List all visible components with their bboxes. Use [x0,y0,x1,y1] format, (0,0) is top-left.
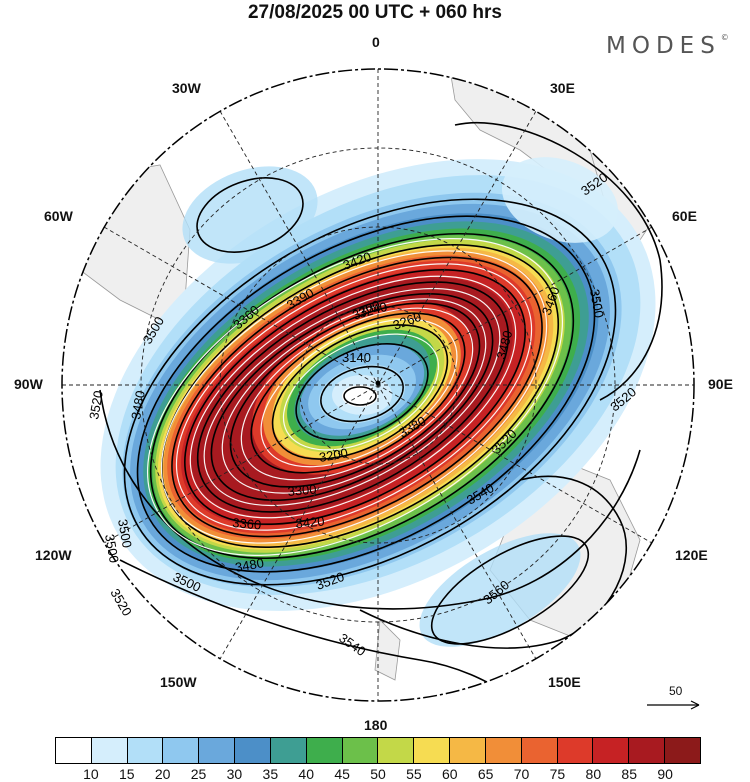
colorbar-tick-label: 60 [441,766,458,782]
colorbar-labels: 10 15 20 25 30 35 40 45 50 55 60 65 70 75 80 85 90 [55,766,701,782]
reference-vector-label: 50 [669,684,683,698]
colorbar-swatch [450,738,486,763]
contour-label-group: 3520 3520 3500 3460 3480 3520 3540 3560 … [86,170,639,659]
contour-label: 3480 [128,389,148,420]
lon-label-120e: 120E [675,547,708,563]
colorbar-tick-label: 45 [334,766,350,782]
modes-logo: MODES© [606,33,729,59]
map-title: 27/08/2025 00 UTC + 060 hrs [247,2,503,23]
colorbar-tick-label: 15 [118,766,135,782]
lon-label-60w: 60W [44,208,73,224]
colorbar-swatch [270,738,307,763]
colorbar-tick-label: 30 [226,766,243,782]
colorbar-swatch [629,738,666,763]
lon-label-180: 180 [364,717,388,733]
contour-label: 3480 [493,329,515,361]
colorbar-swatch [91,738,128,763]
colorbar-swatch [306,738,343,763]
colorbar-swatch [342,738,379,763]
lon-label-0: 0 [372,34,380,50]
contour-label: 3500 [102,533,122,564]
copyright-mark: © [720,33,729,42]
contour-label: 3300 [287,482,317,499]
lon-label-30w: 30W [172,80,201,96]
lon-label-150w: 150W [160,674,197,690]
lon-label-60e: 60E [672,208,697,224]
colorbar-swatch [235,738,271,763]
colorbar-tick-label: 50 [370,766,386,782]
colorbar-tick-label: 25 [190,766,207,782]
colorbar-swatch [665,738,700,763]
lon-label-90w: 90W [14,376,43,392]
reference-arrow-icon [647,700,700,710]
colorbar-tick-label: 90 [657,766,673,782]
wind-streamlines [146,237,564,557]
colorbar-swatch [414,738,451,763]
pole-dot [375,380,381,386]
colorbar-swatch [378,738,415,763]
colorbar-swatch [521,738,558,763]
lon-label-30e: 30E [550,80,575,96]
lon-label-120w: 120W [35,547,72,563]
colorbar-swatch [127,738,164,763]
colorbar-tick-label: 75 [549,766,566,782]
colorbar-swatch [557,738,594,763]
wind-speed-shading [100,157,656,647]
contour-label: 3200 [318,445,349,465]
contour-label: 3500 [587,288,607,319]
contour-label: 3500 [115,518,135,549]
colorbar-tick-label: 20 [154,766,171,782]
colorbar-tick-label: 85 [621,766,638,782]
colorbar-swatch [593,738,630,763]
colorbar-tick-label: 65 [477,766,494,782]
lon-label-90e: 90E [708,376,733,392]
map-border [61,68,695,702]
colorbar-swatch [199,738,236,763]
colorbar-tick-label: 55 [406,766,422,782]
contour-label: 3240 [357,299,389,321]
colorbar-swatch [163,738,200,763]
colorbar-tick-label: 40 [298,766,315,782]
contour-label: 3480 [234,555,265,575]
contour-label: 3140 [342,350,371,365]
colorbar-tick-label: 80 [585,766,602,782]
colorbar-swatch [56,738,92,763]
colorbar-tick-label: 70 [513,766,530,782]
reference-vector: 50 [645,684,705,714]
contour-label: 3360 [232,515,262,532]
contour-label: 3520 [86,389,106,420]
contour-label: 3420 [295,514,325,531]
colorbar-swatch [485,738,522,763]
logo-text: MODES [606,33,721,59]
colorbar [55,737,701,764]
contour-label: 3520 [107,586,134,619]
colorbar-tick-label: 10 [83,766,99,782]
colorbar-tick-label: 35 [262,766,279,782]
height-contours [99,121,663,701]
lon-label-150e: 150E [548,674,581,690]
